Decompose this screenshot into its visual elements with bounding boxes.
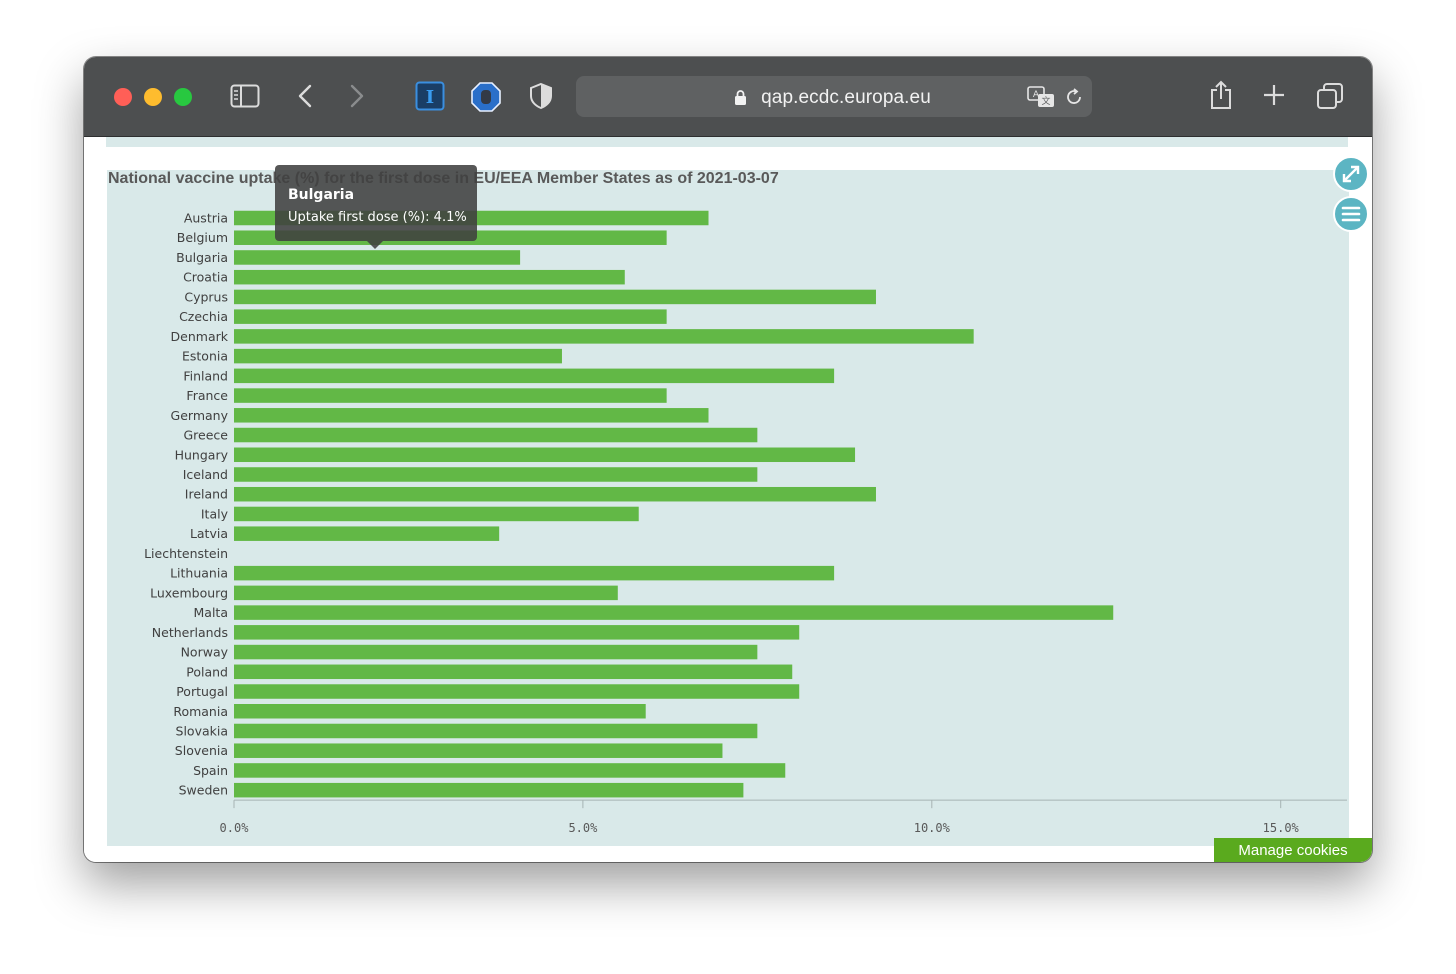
category-label: Denmark	[171, 329, 229, 344]
bar[interactable]	[234, 684, 800, 699]
category-label: Portugal	[176, 684, 228, 699]
bar[interactable]	[234, 506, 639, 522]
chevron-left-icon[interactable]	[294, 83, 316, 109]
bar[interactable]	[234, 585, 618, 601]
bar[interactable]	[234, 605, 1114, 620]
category-label: Malta	[194, 605, 228, 620]
x-tick-label: 0.0%	[220, 821, 250, 835]
bar[interactable]	[234, 704, 646, 719]
bar[interactable]	[234, 664, 793, 680]
close-window-button[interactable]	[114, 88, 132, 106]
category-label: Luxembourg	[150, 585, 228, 600]
x-tick-label: 15.0%	[1263, 821, 1300, 835]
bar[interactable]	[234, 388, 667, 403]
category-label: Bulgaria	[176, 250, 228, 265]
category-label: Iceland	[183, 467, 228, 482]
bar[interactable]	[234, 565, 835, 581]
chevron-right-icon[interactable]	[346, 83, 368, 109]
x-tick-label: 10.0%	[914, 821, 951, 835]
manage-cookies-button[interactable]: Manage cookies	[1214, 838, 1372, 862]
bar[interactable]	[234, 408, 709, 423]
hand-stop-icon[interactable]	[470, 81, 502, 113]
bar[interactable]	[234, 486, 876, 502]
share-icon[interactable]	[1208, 79, 1234, 111]
minimize-window-button[interactable]	[144, 88, 162, 106]
reload-icon[interactable]	[1064, 87, 1084, 107]
category-label: France	[186, 388, 228, 403]
chart-tooltip: Bulgaria Uptake first dose (%): 4.1%	[275, 165, 477, 249]
category-label: Greece	[184, 428, 229, 443]
bar[interactable]	[234, 723, 758, 739]
expand-button[interactable]	[1333, 156, 1369, 192]
svg-text:文: 文	[1041, 95, 1050, 107]
hamburger-menu-icon	[1341, 206, 1361, 222]
category-label: Hungary	[175, 447, 229, 462]
bar[interactable]	[234, 782, 744, 798]
tooltip-title: Bulgaria	[288, 187, 355, 203]
previous-panel-strip	[106, 137, 1348, 147]
bar[interactable]	[234, 763, 786, 778]
bar[interactable]	[234, 309, 667, 324]
bar[interactable]	[234, 467, 758, 482]
category-label: Austria	[184, 211, 228, 226]
category-label: Belgium	[177, 230, 228, 245]
category-label: Finland	[183, 368, 228, 383]
category-label: Slovenia	[175, 743, 228, 758]
category-label: Ireland	[185, 487, 228, 502]
text-cursor-icon[interactable]: I	[415, 81, 445, 111]
category-label: Germany	[171, 408, 229, 423]
bar[interactable]	[234, 269, 625, 285]
menu-button[interactable]	[1333, 196, 1369, 232]
category-label: Italy	[201, 506, 229, 521]
x-tick-label: 5.0%	[568, 821, 598, 835]
shield-icon[interactable]	[528, 81, 554, 111]
tabs-overview-icon[interactable]	[1315, 81, 1345, 111]
category-label: Slovakia	[176, 723, 228, 738]
category-label: Liechtenstein	[144, 546, 228, 561]
bar[interactable]	[234, 526, 500, 541]
plus-icon[interactable]	[1262, 83, 1286, 107]
tooltip-arrow	[367, 241, 383, 249]
category-label: Czechia	[179, 309, 228, 324]
bar[interactable]	[234, 625, 800, 640]
category-label: Spain	[193, 763, 228, 778]
expand-icon	[1342, 165, 1360, 183]
bar[interactable]	[234, 329, 974, 344]
bar[interactable]	[234, 644, 758, 660]
svg-text:I: I	[426, 87, 434, 108]
page-content: Austria Belgium Bulgaria Croatia Cyprus Czech…	[84, 137, 1372, 862]
category-label: Estonia	[182, 349, 228, 364]
bar[interactable]	[234, 447, 856, 463]
bar-chart: Austria Belgium Bulgaria Croatia Cyprus Czech…	[144, 211, 1347, 835]
category-label: Croatia	[183, 270, 228, 285]
category-label: Poland	[186, 664, 228, 679]
tooltip-value: Uptake first dose (%): 4.1%	[288, 210, 467, 225]
category-label: Latvia	[190, 526, 228, 541]
bar[interactable]	[234, 743, 723, 758]
category-label: Cyprus	[184, 289, 228, 304]
sidebar-icon[interactable]	[230, 83, 260, 109]
category-label: Sweden	[179, 783, 228, 798]
category-label: Romania	[173, 704, 228, 719]
zoom-window-button[interactable]	[174, 88, 192, 106]
bar[interactable]	[234, 368, 835, 384]
category-label: Norway	[181, 645, 229, 660]
bar[interactable]	[234, 348, 562, 364]
lock-icon	[733, 88, 747, 106]
bar[interactable]	[234, 427, 758, 443]
bar[interactable]	[234, 289, 876, 305]
svg-text:A: A	[1033, 90, 1040, 100]
category-label: Lithuania	[170, 566, 228, 581]
category-label: Netherlands	[152, 625, 228, 640]
bar[interactable]	[234, 250, 521, 265]
address-url: qap.ecdc.europa.eu	[761, 87, 931, 108]
